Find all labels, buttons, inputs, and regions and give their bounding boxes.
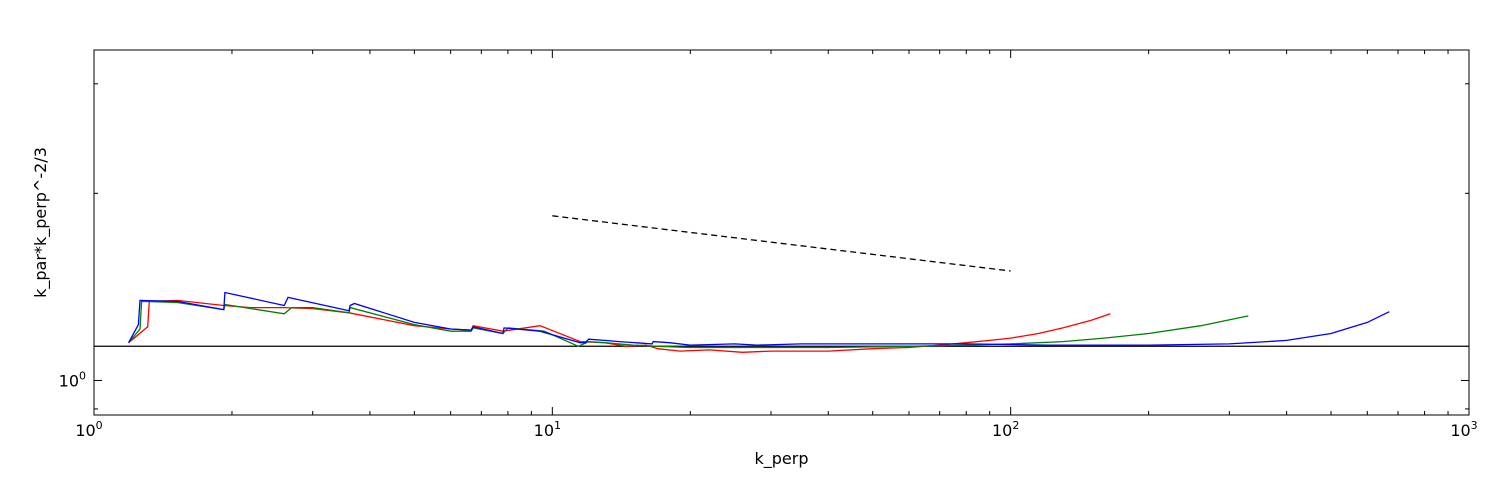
axis-ticks: 100 101 102 103 100 [59, 50, 1478, 440]
x-tick-label: 101 [534, 419, 561, 440]
reference-line-power-law [552, 215, 1011, 272]
x-axis-label: k_perp [755, 449, 809, 469]
x-tick-label: 103 [1450, 419, 1477, 440]
y-axis-label: k_par*k_perp^-2/3 [31, 147, 51, 298]
axes-frame [93, 49, 1470, 416]
plot-content [94, 215, 1469, 353]
y-tick-label: 100 [59, 369, 86, 390]
x-tick-label: 102 [992, 419, 1019, 440]
series-line-3 [128, 291, 1390, 346]
x-tick-label: 100 [75, 419, 102, 440]
plot-area [94, 215, 1469, 353]
